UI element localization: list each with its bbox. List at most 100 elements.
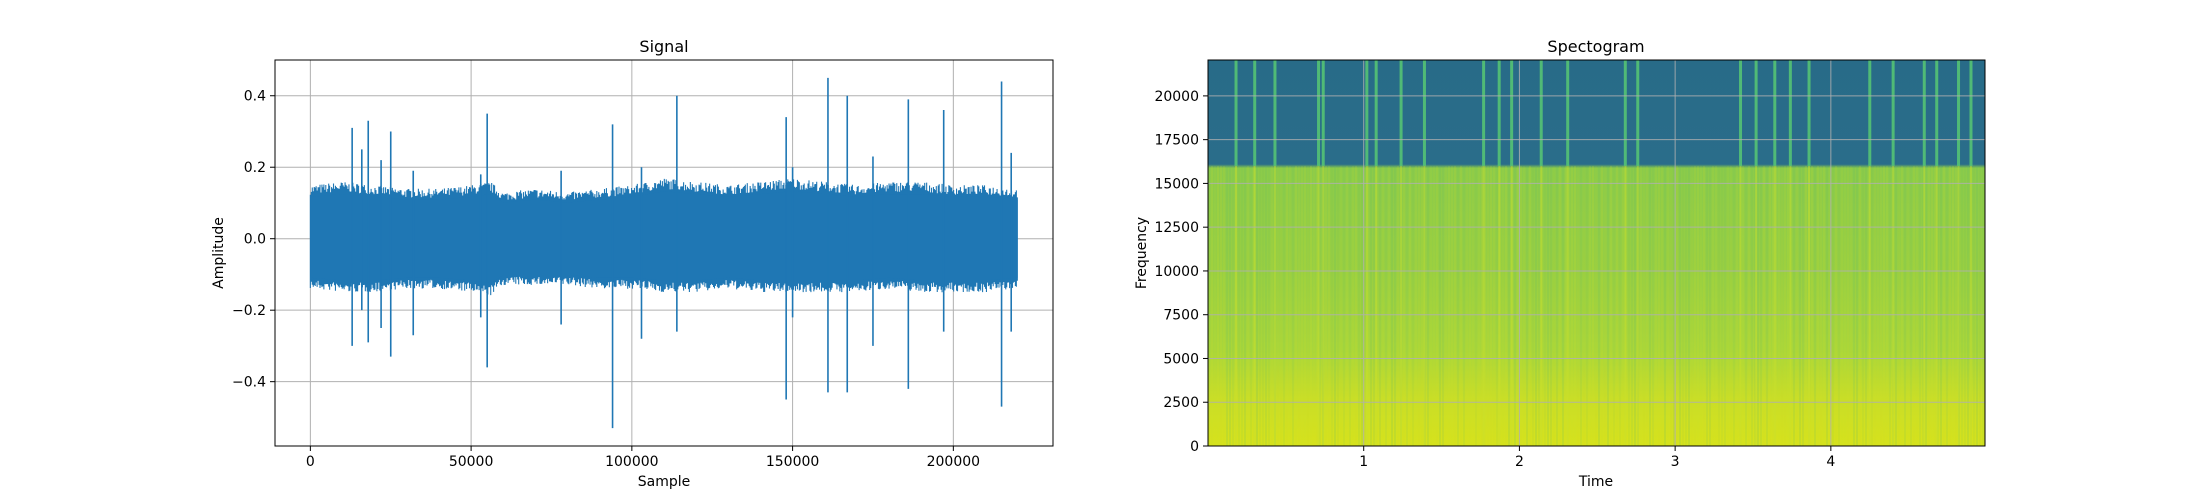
spectrogram-texture bbox=[1598, 165, 1600, 446]
spectrogram-transient bbox=[1969, 60, 1973, 166]
spectrogram-texture bbox=[1916, 165, 1918, 446]
spectrogram-transient-low bbox=[1375, 165, 1378, 446]
spectrogram-texture bbox=[1820, 165, 1822, 446]
spectrogram-texture bbox=[1835, 165, 1837, 446]
spectrogram-texture bbox=[1781, 165, 1783, 446]
spectrogram-texture bbox=[1568, 165, 1570, 446]
spectrogram-texture bbox=[1775, 165, 1777, 446]
spectrogram-texture bbox=[1304, 165, 1306, 446]
spectrogram-transient-low bbox=[1808, 165, 1811, 446]
spectrogram-texture bbox=[1706, 165, 1708, 446]
spectrogram-texture bbox=[1841, 165, 1843, 446]
spectrogram-texture bbox=[1274, 165, 1276, 446]
spectrogram-texture bbox=[1496, 165, 1498, 446]
spectrogram-texture bbox=[1898, 165, 1900, 446]
spectrogram-texture bbox=[1289, 165, 1291, 446]
spectrogram-transient-low bbox=[1624, 165, 1627, 446]
spectrogram-axes-frame bbox=[1207, 59, 1986, 447]
spectrogram-transient-low bbox=[1400, 165, 1403, 446]
spectrogram-texture bbox=[1829, 165, 1831, 446]
spectrogram-texture bbox=[1421, 165, 1423, 446]
signal-waveform-core bbox=[310, 191, 1018, 284]
spectrogram-texture bbox=[1316, 165, 1318, 446]
spectrogram-transient-low bbox=[1566, 165, 1569, 446]
spectrogram-texture bbox=[1766, 165, 1768, 446]
spectrogram-texture bbox=[1931, 165, 1933, 446]
spectrogram-texture bbox=[1349, 165, 1351, 446]
spectrogram-texture bbox=[1826, 165, 1828, 446]
spectrogram-texture bbox=[1442, 165, 1444, 446]
spectrogram-y-tick-label: 12500 bbox=[1154, 220, 1199, 236]
spectrogram-texture bbox=[1670, 165, 1672, 446]
spectrogram-texture bbox=[1550, 165, 1552, 446]
spectrogram-texture bbox=[1469, 165, 1471, 446]
spectrogram-transient bbox=[1891, 60, 1895, 166]
spectrogram-texture bbox=[1616, 165, 1618, 446]
spectrogram-texture bbox=[1976, 165, 1978, 446]
spectrogram-texture bbox=[1955, 165, 1957, 446]
spectrogram-texture bbox=[1265, 165, 1267, 446]
spectrogram-texture bbox=[1961, 165, 1963, 446]
spectrogram-x-tick-label: 1 bbox=[1359, 454, 1368, 470]
spectrogram-texture bbox=[1463, 165, 1465, 446]
spectrogram-texture bbox=[1556, 165, 1558, 446]
spectrogram-texture bbox=[1250, 165, 1252, 446]
spectrogram-texture bbox=[1685, 165, 1687, 446]
spectrogram-texture bbox=[1529, 165, 1531, 446]
spectrogram-texture bbox=[1712, 165, 1714, 446]
spectrogram-transient bbox=[1739, 60, 1743, 166]
spectrogram-texture bbox=[1943, 165, 1945, 446]
spectrogram-texture bbox=[1979, 165, 1981, 446]
spectrogram-texture bbox=[1607, 165, 1609, 446]
spectrogram-texture bbox=[1808, 165, 1810, 446]
spectrogram-texture bbox=[1382, 165, 1384, 446]
spectrogram-texture bbox=[1247, 165, 1249, 446]
spectrogram-transient-low bbox=[1540, 165, 1543, 446]
spectrogram-texture bbox=[1619, 165, 1621, 446]
spectrogram-texture bbox=[1352, 165, 1354, 446]
spectrogram-transient-low bbox=[1935, 165, 1938, 446]
spectrogram-texture bbox=[1748, 165, 1750, 446]
spectrogram-texture bbox=[1490, 165, 1492, 446]
spectrogram-texture bbox=[1295, 165, 1297, 446]
spectrogram-texture bbox=[1667, 165, 1669, 446]
spectrogram-texture bbox=[1544, 165, 1546, 446]
spectrogram-y-tick-label: 10000 bbox=[1154, 264, 1199, 280]
spectrogram-texture bbox=[1388, 165, 1390, 446]
spectrogram-transient-low bbox=[1957, 165, 1960, 446]
spectrogram-transient bbox=[1922, 60, 1926, 166]
spectrogram-transient bbox=[1623, 60, 1627, 166]
spectrogram-texture bbox=[1439, 165, 1441, 446]
signal-y-axis-label: Amplitude bbox=[211, 217, 227, 289]
spectrogram-texture bbox=[1364, 165, 1366, 446]
spectrogram-texture bbox=[1292, 165, 1294, 446]
spectrogram-texture bbox=[1631, 165, 1633, 446]
spectrogram-texture bbox=[1520, 165, 1522, 446]
spectrogram-transient-low bbox=[1969, 165, 1972, 446]
spectrogram-texture bbox=[1679, 165, 1681, 446]
spectrogram-texture bbox=[1580, 165, 1582, 446]
spectrogram-texture bbox=[1682, 165, 1684, 446]
spectrogram-texture bbox=[1847, 165, 1849, 446]
spectrogram-texture bbox=[1613, 165, 1615, 446]
spectrogram-texture bbox=[1760, 165, 1762, 446]
spectrogram-texture bbox=[1946, 165, 1948, 446]
spectrogram-texture bbox=[1964, 165, 1966, 446]
spectrogram-texture bbox=[1742, 165, 1744, 446]
spectrogram-texture bbox=[1547, 165, 1549, 446]
spectrogram-texture bbox=[1376, 165, 1378, 446]
spectrogram-texture bbox=[1745, 165, 1747, 446]
spectrogram-transient-low bbox=[1636, 165, 1639, 446]
spectrogram-texture bbox=[1688, 165, 1690, 446]
spectrogram-transient bbox=[1497, 60, 1501, 166]
spectrogram-texture bbox=[1331, 165, 1333, 446]
signal-y-tick-label: 0.2 bbox=[244, 160, 266, 176]
spectrogram-texture bbox=[1562, 165, 1564, 446]
spectrogram-texture bbox=[1799, 165, 1801, 446]
spectrogram-texture bbox=[1736, 165, 1738, 446]
spectrogram-texture bbox=[1403, 165, 1405, 446]
spectrogram-texture bbox=[1796, 165, 1798, 446]
spectrogram-texture bbox=[1409, 165, 1411, 446]
spectrogram-texture bbox=[1280, 165, 1282, 446]
spectrogram-y-tick-label: 17500 bbox=[1154, 133, 1199, 149]
